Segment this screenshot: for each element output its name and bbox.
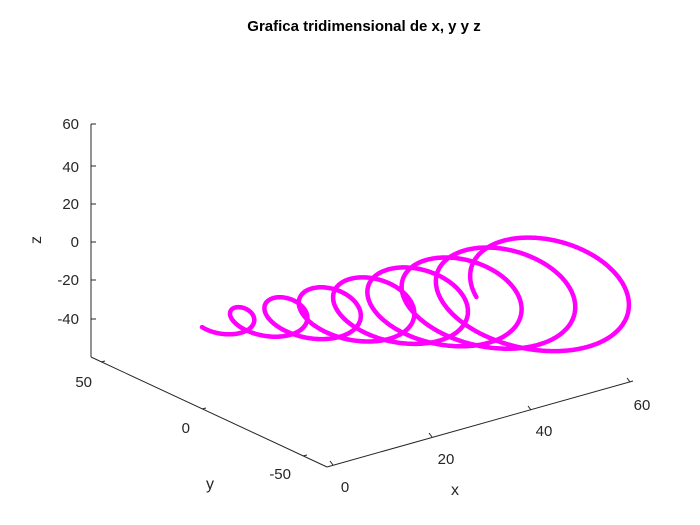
z-axis-label: z [28, 236, 45, 244]
x-axis-line [326, 380, 634, 468]
z-tick-label: -20 [57, 272, 79, 289]
y-tick-mark [302, 454, 308, 457]
z-axis: 60 40 20 0 -20 -40 z [28, 116, 96, 357]
y-axis: 50 0 -50 y [75, 356, 328, 493]
z-tick-label: 20 [62, 196, 79, 213]
x-tick-label: 0 [341, 479, 349, 496]
x-axis: 0 20 40 60 x [326, 377, 651, 499]
y-axis-line [90, 356, 328, 468]
x-axis-label: x [451, 482, 459, 499]
z-tick-label: 0 [71, 234, 79, 251]
chart-title: Grafica tridimensional de x, y y z [247, 18, 480, 35]
y-tick-label: 0 [182, 420, 190, 437]
z-tick-label: -40 [57, 311, 79, 328]
z-tick-label: 60 [62, 116, 79, 133]
y-tick-label: -50 [269, 466, 291, 483]
series-line [199, 235, 632, 354]
x-tick-label: 40 [536, 423, 553, 440]
z-tick-label: 40 [62, 159, 79, 176]
y-tick-mark [201, 407, 207, 410]
x-tick-mark [626, 377, 631, 383]
x-tick-mark [329, 460, 334, 466]
y-tick-mark [100, 360, 106, 363]
y-axis-label: y [206, 476, 214, 493]
x-tick-mark [428, 432, 433, 438]
x-tick-mark [527, 405, 532, 411]
x-tick-label: 60 [634, 397, 651, 414]
y-tick-label: 50 [75, 374, 92, 391]
x-tick-label: 20 [438, 451, 455, 468]
